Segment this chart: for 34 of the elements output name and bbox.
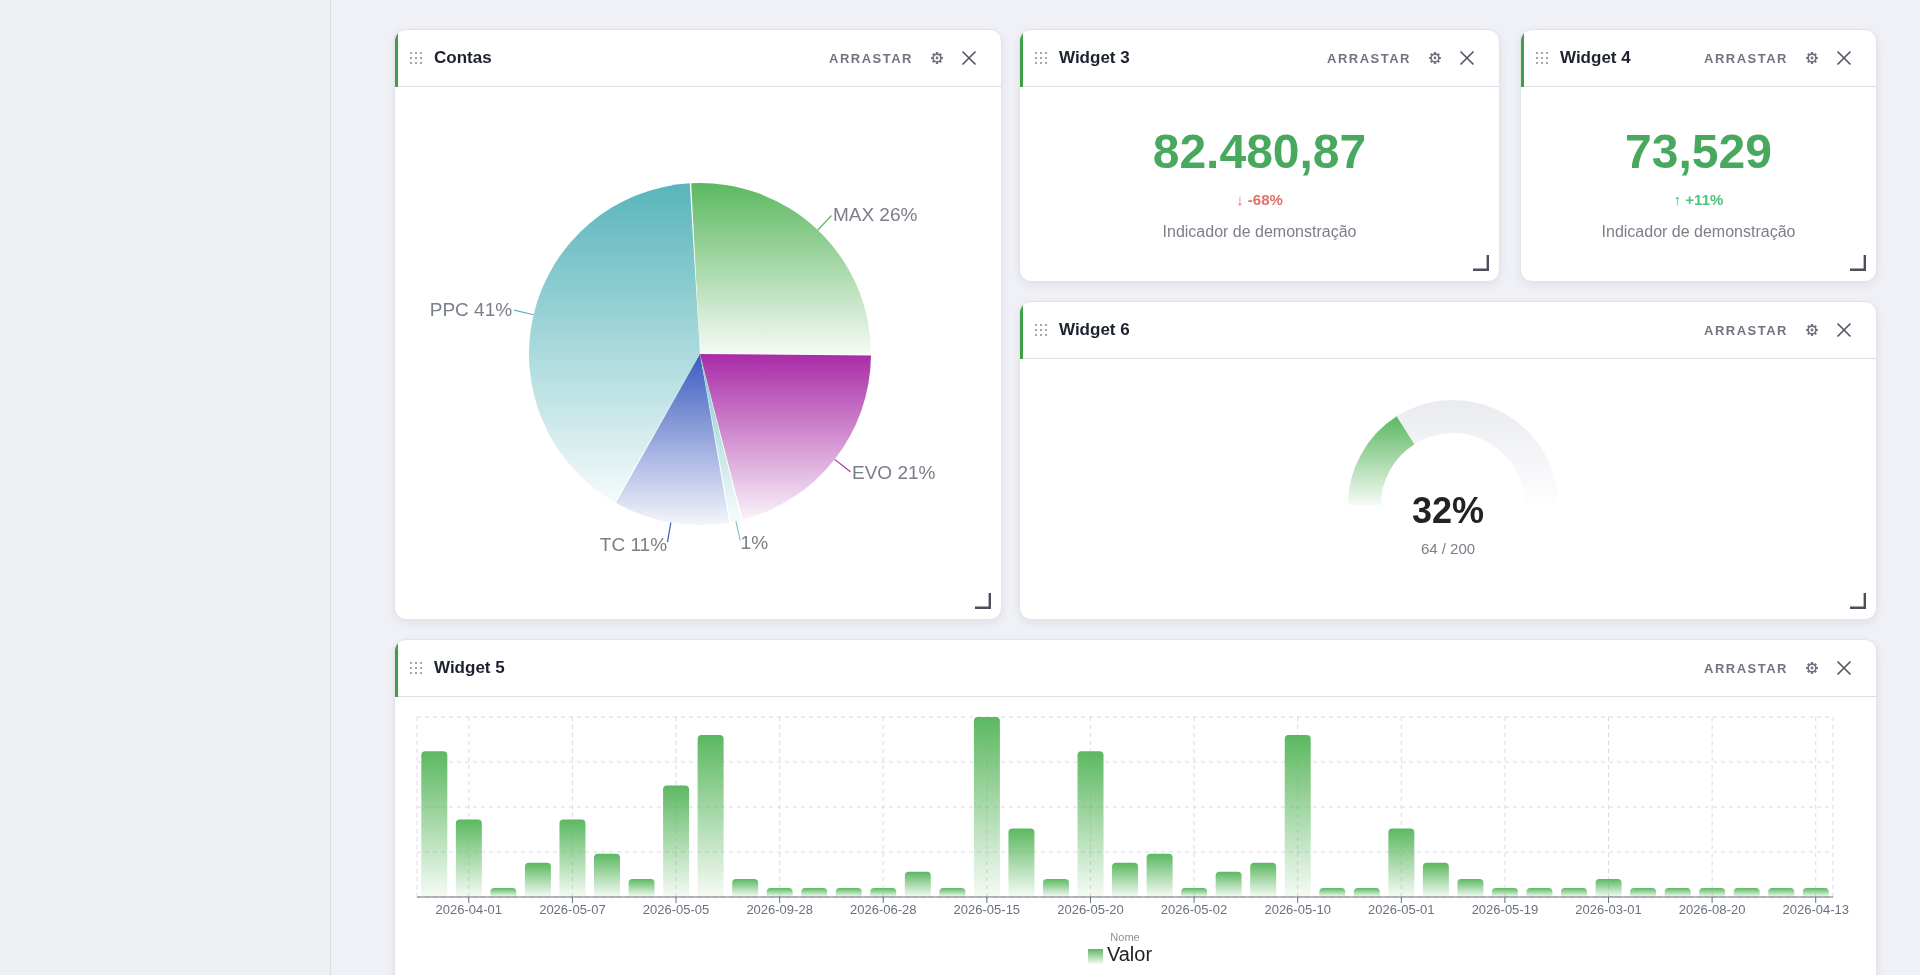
text: ARRASTAR xyxy=(829,50,913,66)
slice-label: PPC 41% xyxy=(429,299,513,321)
x-tick-label: 2026-06-28 xyxy=(849,902,917,918)
x-tick-label: 2026-05-02 xyxy=(1160,902,1228,918)
legend-label: Valor xyxy=(1106,943,1153,965)
text: 64 / 200 xyxy=(1420,540,1476,557)
x-axis-title: Nome xyxy=(1110,931,1140,943)
x-tick-label: 2026-04-01 xyxy=(435,902,503,918)
chart-title: Widget 5 xyxy=(434,658,505,678)
slice-label: MAX 26% xyxy=(832,203,918,225)
text: ARRASTAR xyxy=(1704,660,1788,676)
x-tick-label: 2026-05-10 xyxy=(1264,902,1331,918)
text: ARRASTAR xyxy=(1704,50,1788,66)
text: Widget 6 xyxy=(1059,320,1130,340)
x-tick-label: 2026-05-20 xyxy=(1057,902,1124,918)
data-label: 1% xyxy=(740,532,769,554)
x-tick-label: 2026-05-05 xyxy=(642,902,710,918)
x-tick-label: 2026-05-15 xyxy=(953,902,1021,918)
x-tick-label: 2026-09-28 xyxy=(746,902,813,918)
x-tick-label: 2026-03-01 xyxy=(1575,902,1642,918)
slice-label: EVO 21% xyxy=(852,462,936,484)
x-tick-label: 2026-05-01 xyxy=(1368,902,1435,918)
chart-title: Contas xyxy=(434,48,492,68)
text: Indicador de demonstração xyxy=(1601,223,1796,240)
text: 73,529 xyxy=(1625,125,1772,178)
x-tick-label: 2026-05-19 xyxy=(1471,902,1539,918)
text: Widget 4 xyxy=(1560,48,1631,68)
slice-label: TC 11% xyxy=(599,533,668,555)
text: 32% xyxy=(1411,490,1485,531)
x-tick-label: 2026-08-20 xyxy=(1678,902,1746,918)
text: ARRASTAR xyxy=(1704,322,1788,338)
x-tick-label: 2026-05-07 xyxy=(539,902,606,918)
text: ↑ +11% xyxy=(1673,191,1724,208)
x-tick-label: 2026-04-13 xyxy=(1782,902,1849,918)
